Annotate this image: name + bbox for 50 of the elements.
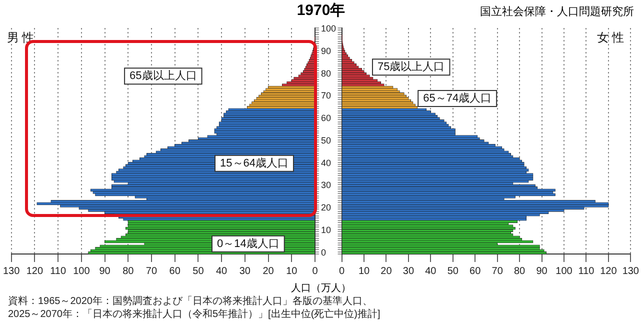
x-tick-label: 70 xyxy=(146,266,158,277)
x-axis-title: 人口（万人） xyxy=(290,282,352,295)
text: 資料：1965～2020年：国勢調査および「日本の将来推計人口」各版の基準人口、 xyxy=(8,294,372,308)
x-tick-label: 50 xyxy=(192,266,204,277)
y-tick-label: 30 xyxy=(320,180,331,190)
y-tick-label: 60 xyxy=(320,113,331,124)
x-tick-label: 110 xyxy=(50,266,66,277)
x-tick-label: 10 xyxy=(358,266,370,277)
y-tick-label: 40 xyxy=(320,158,331,168)
x-tick-label: 130 xyxy=(622,266,640,277)
annotation: 65～74歳人口 xyxy=(423,92,492,105)
x-tick-label: 0 xyxy=(339,266,345,277)
x-tick-label: 60 xyxy=(169,266,181,277)
y-tick-label: 80 xyxy=(320,68,331,78)
x-tick-label: 10 xyxy=(286,266,298,277)
x-tick-label: 100 xyxy=(556,266,573,277)
x-tick-label: 0 xyxy=(312,266,318,277)
chart-title: 1970年 xyxy=(296,2,346,19)
x-tick-label: 90 xyxy=(99,266,111,277)
y-tick-label: 50 xyxy=(320,135,331,146)
y-tick-label: 70 xyxy=(320,90,331,101)
annotation: 15～64歳人口 xyxy=(220,156,288,170)
x-tick-label: 20 xyxy=(262,266,274,277)
annotation: 女 性 xyxy=(596,30,624,44)
x-tick-label: 90 xyxy=(536,266,548,277)
y-tick-label: 100 xyxy=(320,24,336,34)
annotation: 75歳以上人口 xyxy=(377,60,445,74)
y-tick-label: 90 xyxy=(320,46,331,56)
x-tick-label: 60 xyxy=(470,266,482,277)
y-tick-label: 20 xyxy=(320,202,331,213)
x-tick-label: 30 xyxy=(239,266,251,277)
x-tick-label: 130 xyxy=(3,266,20,277)
x-tick-label: 70 xyxy=(492,266,504,277)
x-tick-label: 40 xyxy=(425,266,437,277)
x-tick-label: 80 xyxy=(514,266,526,277)
y-tick-label: 0 xyxy=(320,247,326,258)
x-tick-label: 30 xyxy=(402,266,414,277)
annotation: 0～14歳人口 xyxy=(217,236,280,250)
annotation: 65歳以上人口 xyxy=(130,69,197,82)
x-tick-label: 120 xyxy=(26,266,44,277)
x-tick-label: 120 xyxy=(600,266,618,277)
x-tick-label: 100 xyxy=(73,266,90,277)
x-tick-label: 20 xyxy=(380,266,392,277)
x-tick-label: 50 xyxy=(447,266,459,277)
text: 国立社会保障・人口問題研究所 xyxy=(480,4,634,19)
x-tick-label: 110 xyxy=(578,266,595,277)
x-tick-label: 80 xyxy=(122,266,134,277)
text: 2025～2070年：「日本の将来推計人口（令和5年推計）」[出生中位(死亡中位)推計] xyxy=(8,308,380,321)
y-tick-label: 10 xyxy=(320,224,331,235)
x-tick-label: 40 xyxy=(216,266,228,277)
